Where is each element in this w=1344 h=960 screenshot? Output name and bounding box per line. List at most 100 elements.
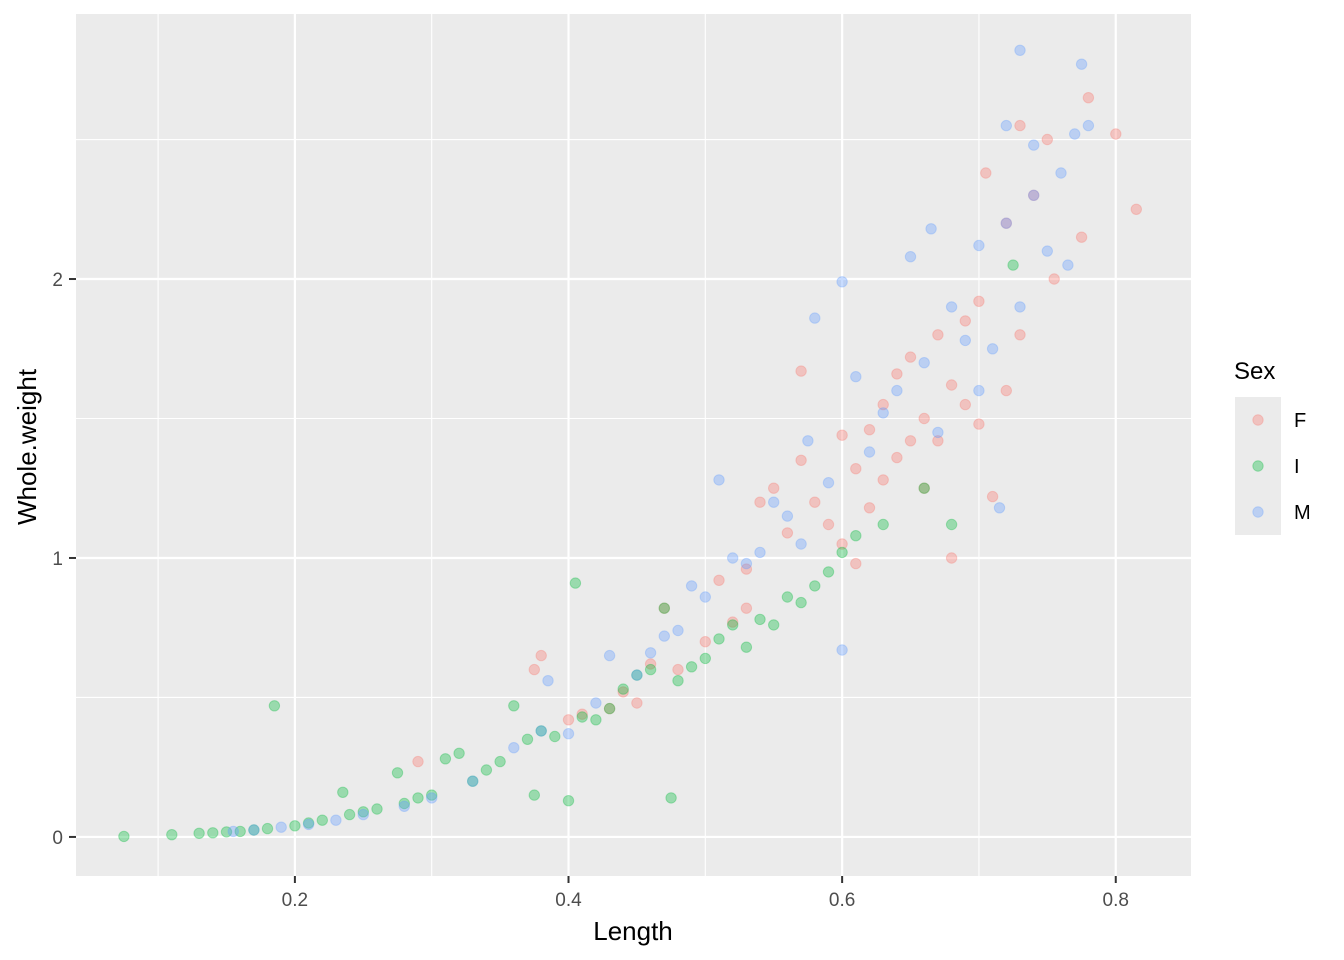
data-point-m xyxy=(754,546,766,559)
data-point-f xyxy=(1000,217,1012,229)
plot-panel xyxy=(76,14,1191,876)
data-point-i xyxy=(603,702,616,715)
data-point-m xyxy=(275,821,287,833)
data-point-m xyxy=(986,343,999,355)
x-axis: 0.2 0.4 0.6 0.8 xyxy=(282,876,1129,911)
data-point-i xyxy=(521,733,534,745)
data-point-m xyxy=(877,407,889,419)
data-point-m xyxy=(426,792,438,804)
legend-label-m: M xyxy=(1294,502,1311,524)
data-point-i xyxy=(426,789,438,801)
data-point-f xyxy=(412,755,424,768)
data-point-m xyxy=(1041,245,1054,257)
data-point-f xyxy=(945,379,958,391)
data-point-i xyxy=(754,613,766,626)
data-point-f xyxy=(1041,133,1054,146)
data-point-i xyxy=(576,711,588,723)
data-point-m xyxy=(590,697,602,709)
data-point-f xyxy=(918,412,930,425)
data-point-i xyxy=(549,730,561,743)
data-point-i xyxy=(768,619,780,631)
data-point-f xyxy=(863,502,876,514)
data-point-m xyxy=(781,510,794,522)
data-point-m xyxy=(822,477,835,489)
data-point-m xyxy=(1000,119,1012,132)
data-point-i xyxy=(391,767,404,779)
data-point-m xyxy=(768,496,780,508)
data-point-f xyxy=(986,490,999,503)
data-point-i xyxy=(118,830,130,843)
legend-key-f xyxy=(1235,397,1281,443)
data-point-f xyxy=(877,398,889,411)
data-point-i xyxy=(836,546,848,559)
data-point-m xyxy=(227,825,240,838)
data-point-f xyxy=(713,574,725,586)
data-point-m xyxy=(740,557,753,570)
legend-swatch-i xyxy=(1252,460,1264,472)
data-point-m xyxy=(925,223,937,235)
data-point-f xyxy=(740,602,753,614)
data-point-i xyxy=(918,482,930,494)
data-point-i xyxy=(508,700,520,712)
data-point-m xyxy=(809,312,821,324)
data-point-i xyxy=(877,518,889,531)
data-point-f xyxy=(672,663,684,676)
legend: Sex F I M xyxy=(1234,358,1311,535)
data-point-f xyxy=(891,451,903,464)
data-point-i xyxy=(562,795,575,807)
data-point-f xyxy=(863,424,876,436)
data-point-m xyxy=(973,239,985,252)
data-point-i xyxy=(494,755,506,768)
data-point-m xyxy=(644,647,657,659)
x-tick-label: 0.8 xyxy=(1103,890,1129,911)
data-point-f xyxy=(918,482,930,494)
data-point-i xyxy=(822,566,835,578)
data-point-f xyxy=(945,552,958,564)
data-point-m xyxy=(631,669,643,681)
data-point-f xyxy=(576,708,588,720)
data-point-i xyxy=(795,596,807,609)
data-point-f xyxy=(877,474,889,486)
data-point-m xyxy=(959,334,971,347)
data-point-m xyxy=(658,630,670,642)
data-point-i xyxy=(453,747,465,759)
data-point-m xyxy=(918,357,930,369)
x-tick-label: 0.6 xyxy=(829,890,855,911)
data-point-f xyxy=(1048,273,1060,285)
data-point-f xyxy=(617,686,629,698)
data-point-f xyxy=(740,563,753,575)
data-point-f xyxy=(562,714,575,726)
legend-title: Sex xyxy=(1234,358,1275,385)
data-point-i xyxy=(166,829,178,841)
data-point-m xyxy=(836,644,848,656)
data-point-i xyxy=(207,827,219,839)
data-point-f xyxy=(1028,189,1040,202)
data-point-i xyxy=(740,641,753,653)
data-point-f xyxy=(603,702,616,715)
data-point-i xyxy=(1007,259,1019,271)
data-point-f xyxy=(528,663,540,676)
y-axis: 0 1 2 xyxy=(52,270,76,849)
major-gridlines xyxy=(76,14,1191,876)
data-point-f xyxy=(904,351,917,363)
data-point-i xyxy=(316,814,328,826)
data-point-i xyxy=(658,602,670,614)
data-point-m xyxy=(836,276,848,288)
data-point-m xyxy=(535,725,547,737)
legend-swatch-m xyxy=(1252,506,1264,518)
data-point-i xyxy=(850,530,862,542)
data-point-f xyxy=(973,418,985,430)
data-point-f xyxy=(781,527,794,539)
data-point-m xyxy=(1075,58,1088,70)
data-point-m xyxy=(727,552,739,564)
data-point-f xyxy=(699,636,711,648)
x-axis-title: Length xyxy=(593,916,673,946)
data-point-i xyxy=(631,669,643,681)
data-point-f xyxy=(1110,128,1122,140)
data-point-m xyxy=(302,818,315,831)
legend-swatch-f xyxy=(1252,414,1264,426)
data-point-i xyxy=(685,661,698,673)
data-point-i xyxy=(781,591,794,603)
data-point-f xyxy=(1130,203,1143,216)
y-tick-label: 2 xyxy=(52,270,63,291)
